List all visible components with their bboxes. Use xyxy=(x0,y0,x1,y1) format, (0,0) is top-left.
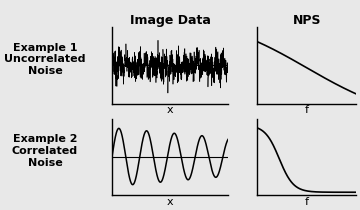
X-axis label: x: x xyxy=(167,105,174,115)
X-axis label: f: f xyxy=(305,197,309,207)
Title: NPS: NPS xyxy=(293,14,321,27)
X-axis label: x: x xyxy=(167,197,174,207)
Text: Example 1
Uncorrelated
Noise: Example 1 Uncorrelated Noise xyxy=(4,43,86,76)
X-axis label: f: f xyxy=(305,105,309,115)
Text: Example 2
Correlated
Noise: Example 2 Correlated Noise xyxy=(12,134,78,168)
Title: Image Data: Image Data xyxy=(130,14,211,27)
